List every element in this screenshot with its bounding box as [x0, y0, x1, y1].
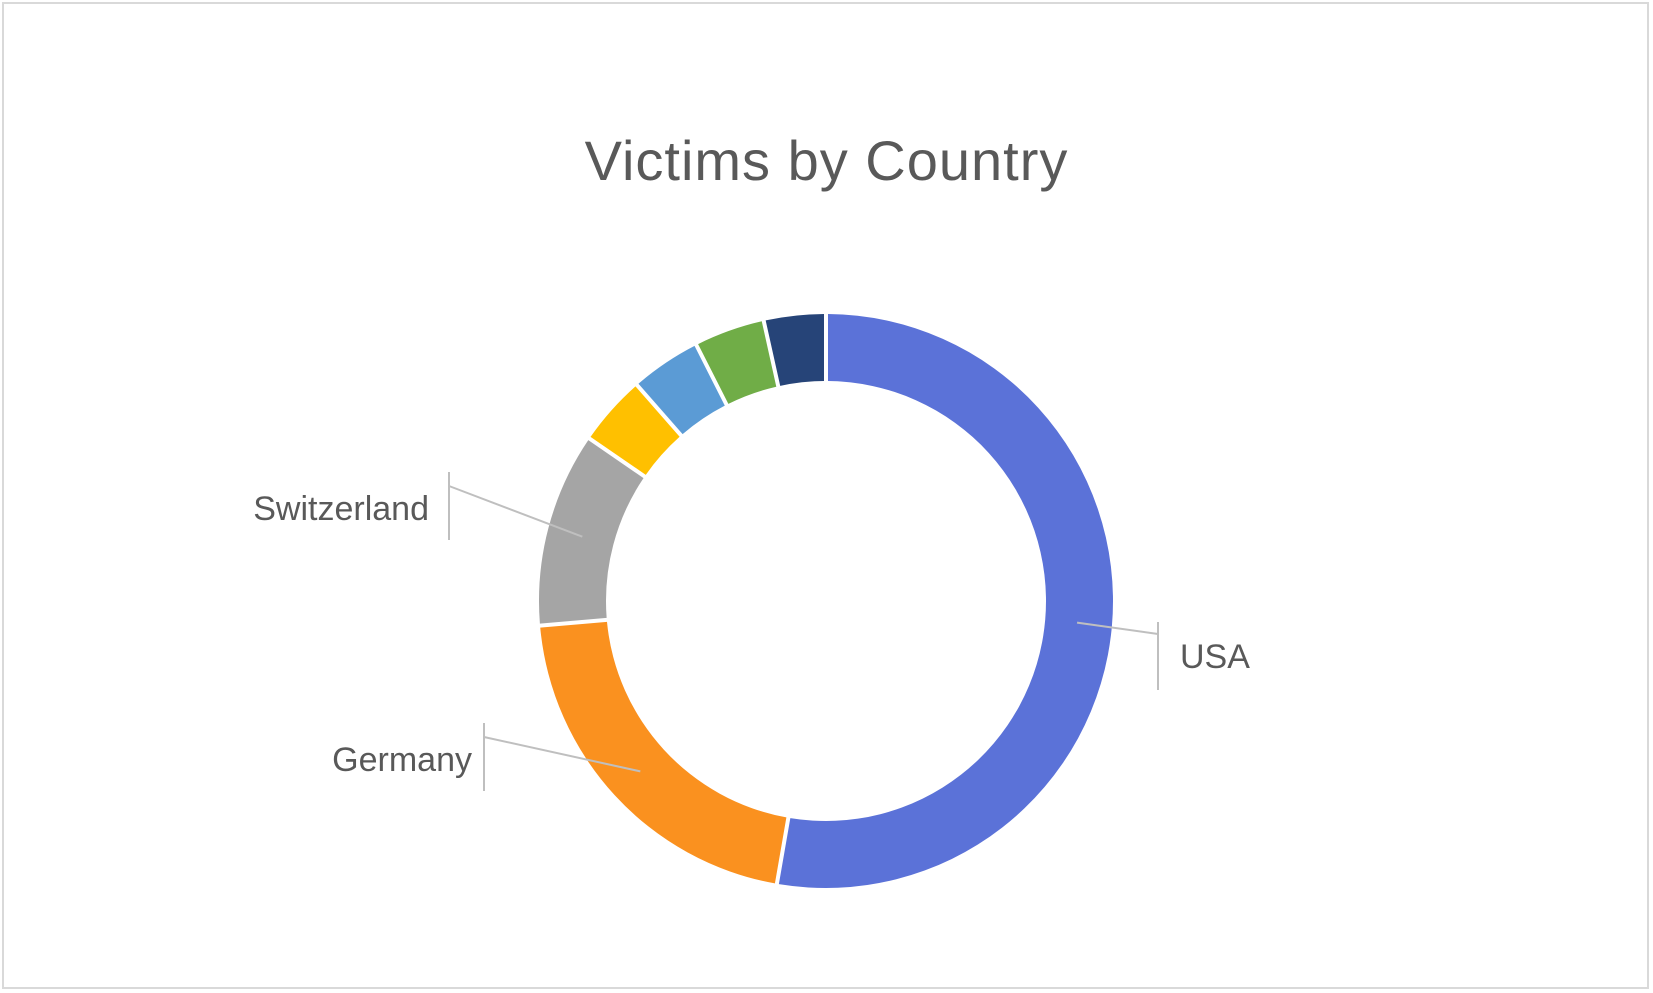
- leader-line-usa: [1076, 621, 1159, 635]
- leader-line-switzerland: [448, 485, 583, 538]
- donut-slice-usa: [778, 314, 1113, 888]
- slice-label-switzerland: Switzerland: [253, 490, 429, 528]
- donut-slice-unlabeled-3: [590, 386, 680, 475]
- donut-slices: [539, 314, 1113, 888]
- donut-slice-unlabeled-6: [765, 314, 824, 386]
- slice-label-usa: USA: [1180, 638, 1250, 676]
- leader-lines: [448, 472, 1159, 791]
- donut-slice-germany: [540, 621, 787, 884]
- slice-labels: USA Germany Switzerland: [253, 490, 1250, 779]
- chart-title: Victims by Country: [584, 129, 1069, 192]
- donut-slice-unlabeled-5: [698, 321, 777, 404]
- leader-line-germany: [483, 736, 641, 773]
- donut-slice-unlabeled-4: [638, 345, 725, 435]
- slice-label-germany: Germany: [332, 741, 472, 779]
- donut-slice-switzerland: [539, 440, 644, 624]
